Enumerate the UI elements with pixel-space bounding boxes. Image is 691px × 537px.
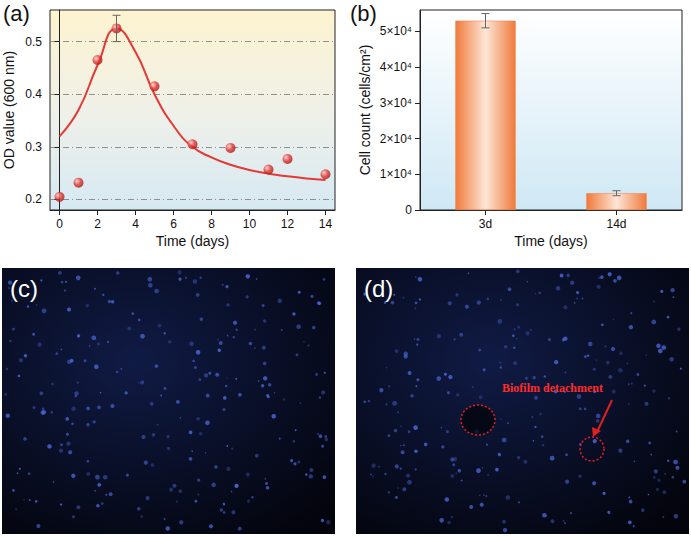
svg-text:4×10⁴: 4×10⁴ bbox=[380, 60, 412, 74]
svg-text:2: 2 bbox=[94, 217, 101, 231]
svg-text:0.2: 0.2 bbox=[25, 192, 42, 206]
svg-text:Biofilm detachment: Biofilm detachment bbox=[502, 381, 603, 395]
svg-text:8: 8 bbox=[208, 217, 215, 231]
svg-text:Time (days): Time (days) bbox=[156, 233, 229, 249]
svg-text:0.5: 0.5 bbox=[25, 35, 42, 49]
svg-text:3d: 3d bbox=[479, 217, 492, 231]
svg-text:(c): (c) bbox=[10, 275, 38, 302]
svg-text:Time (days): Time (days) bbox=[514, 233, 587, 249]
svg-text:(a): (a) bbox=[3, 1, 30, 26]
svg-text:0.4: 0.4 bbox=[25, 87, 42, 101]
svg-text:(d): (d) bbox=[364, 275, 393, 302]
svg-text:0: 0 bbox=[56, 217, 63, 231]
svg-text:5×10⁴: 5×10⁴ bbox=[380, 24, 412, 38]
svg-text:0: 0 bbox=[405, 203, 412, 217]
svg-text:2×10⁴: 2×10⁴ bbox=[380, 132, 412, 146]
svg-text:14: 14 bbox=[319, 217, 333, 231]
svg-text:1×10⁴: 1×10⁴ bbox=[380, 167, 412, 181]
svg-text:0.3: 0.3 bbox=[25, 140, 42, 154]
svg-text:4: 4 bbox=[132, 217, 139, 231]
svg-text:6: 6 bbox=[170, 217, 177, 231]
svg-text:10: 10 bbox=[243, 217, 257, 231]
svg-text:OD value (600 nm): OD value (600 nm) bbox=[1, 51, 17, 169]
svg-text:3×10⁴: 3×10⁴ bbox=[380, 96, 412, 110]
svg-text:Cell count (cells/cm²): Cell count (cells/cm²) bbox=[357, 45, 373, 176]
svg-text:(b): (b) bbox=[350, 1, 377, 26]
svg-text:12: 12 bbox=[281, 217, 295, 231]
svg-text:14d: 14d bbox=[606, 217, 626, 231]
